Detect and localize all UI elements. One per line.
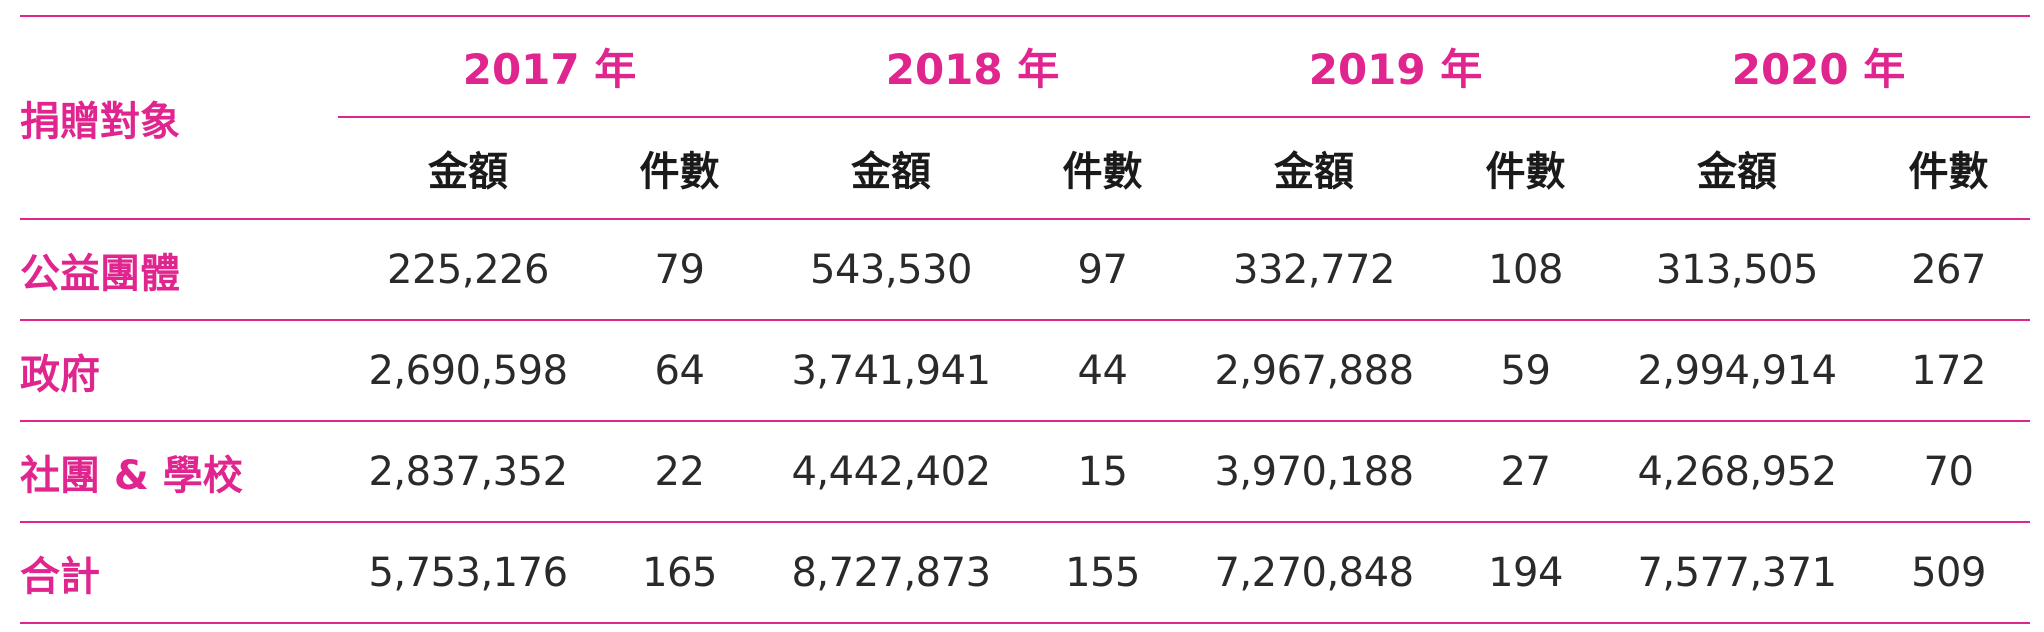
count-cell: 79 [598,219,761,321]
amount-cell: 7,577,371 [1607,522,1867,624]
year-header-2018: 2018 年 [761,15,1184,118]
table-row: 社團 & 學校 2,837,352 22 4,442,402 15 3,970,… [20,421,2030,523]
count-cell: 172 [1867,320,2030,422]
count-cell: 44 [1021,320,1184,422]
row-label: 合計 [20,522,338,624]
amount-cell: 2,994,914 [1607,320,1867,422]
count-header-2020: 件數 [1867,117,2030,220]
count-cell: 509 [1867,522,2030,624]
count-cell: 70 [1867,421,2030,523]
count-cell: 64 [598,320,761,422]
count-cell: 108 [1444,219,1607,321]
amount-cell: 3,970,188 [1184,421,1444,523]
row-label: 公益團體 [20,219,338,321]
amount-cell: 8,727,873 [761,522,1021,624]
amount-header-2020: 金額 [1607,117,1867,220]
count-cell: 165 [598,522,761,624]
table-row: 政府 2,690,598 64 3,741,941 44 2,967,888 5… [20,320,2030,422]
count-header-2019: 件數 [1444,117,1607,220]
amount-cell: 7,270,848 [1184,522,1444,624]
amount-cell: 543,530 [761,219,1021,321]
amount-cell: 4,442,402 [761,421,1021,523]
amount-cell: 4,268,952 [1607,421,1867,523]
count-cell: 22 [598,421,761,523]
count-cell: 27 [1444,421,1607,523]
row-label: 社團 & 學校 [20,421,338,523]
count-cell: 59 [1444,320,1607,422]
year-header-row: 捐贈對象 2017 年 2018 年 2019 年 2020 年 [20,15,2030,220]
count-header-2018: 件數 [1021,117,1184,220]
amount-header-2018: 金額 [761,117,1021,220]
amount-header-2017: 金額 [338,117,598,220]
count-cell: 155 [1021,522,1184,624]
amount-cell: 225,226 [338,219,598,321]
sub-header-row: 金額 件數 金額 件數 金額 件數 金額 件數 [20,117,2030,220]
amount-cell: 313,505 [1607,219,1867,321]
count-cell: 267 [1867,219,2030,321]
donation-table-container: 捐贈對象 2017 年 2018 年 2019 年 2020 年 金額 件數 金… [20,15,2030,624]
year-header-2019: 2019 年 [1184,15,1607,118]
amount-cell: 2,690,598 [338,320,598,422]
year-header-2017: 2017 年 [338,15,761,118]
amount-cell: 2,967,888 [1184,320,1444,422]
year-header-2020: 2020 年 [1607,15,2030,118]
amount-header-2019: 金額 [1184,117,1444,220]
amount-cell: 332,772 [1184,219,1444,321]
amount-cell: 5,753,176 [338,522,598,624]
count-cell: 97 [1021,219,1184,321]
table-row: 公益團體 225,226 79 543,530 97 332,772 108 3… [20,219,2030,321]
row-label: 政府 [20,320,338,422]
donation-target-header: 捐贈對象 [20,15,338,220]
table-row-total: 合計 5,753,176 165 8,727,873 155 7,270,848… [20,522,2030,624]
amount-cell: 3,741,941 [761,320,1021,422]
amount-cell: 2,837,352 [338,421,598,523]
count-header-2017: 件數 [598,117,761,220]
count-cell: 194 [1444,522,1607,624]
donation-table: 捐贈對象 2017 年 2018 年 2019 年 2020 年 金額 件數 金… [20,15,2030,624]
count-cell: 15 [1021,421,1184,523]
